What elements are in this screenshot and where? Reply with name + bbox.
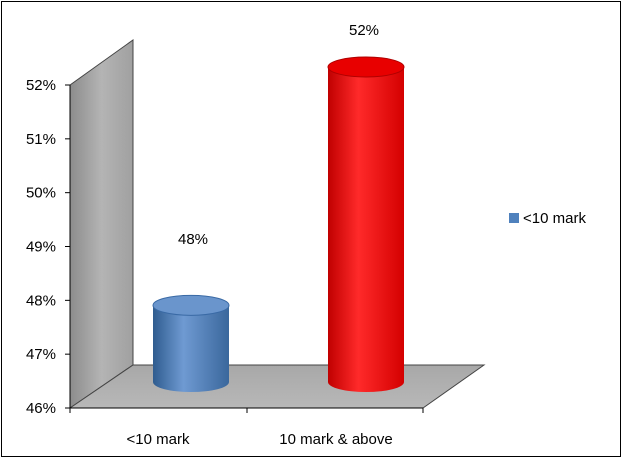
y-tick-label: 49% (26, 239, 56, 256)
data-label: 52% (349, 22, 379, 39)
y-tick-label: 51% (26, 131, 56, 148)
y-tick-label: 52% (26, 77, 56, 94)
y-tick-label: 48% (26, 292, 56, 309)
y-tick-label: 50% (26, 185, 56, 202)
bar-top (152, 294, 230, 316)
y-tick-label: 46% (26, 400, 56, 417)
y-tick-label: 47% (26, 346, 56, 363)
x-category-label: <10 mark (127, 431, 190, 448)
bar-1 (327, 56, 405, 392)
bar-series (152, 56, 405, 392)
bar-body (153, 305, 229, 392)
chart-floor (68, 364, 486, 409)
legend-swatch (509, 213, 519, 223)
legend: <10 mark (509, 210, 586, 227)
data-label: 48% (178, 231, 208, 248)
bar-top (327, 56, 405, 78)
chart-back-wall (69, 39, 134, 409)
bar-0 (152, 294, 230, 392)
data-labels: 48% 52% (178, 22, 379, 248)
bar-body (328, 67, 404, 392)
x-category-label: 10 mark & above (279, 431, 392, 448)
legend-label: <10 mark (523, 210, 586, 227)
x-axis-ticks: <10 mark 10 mark & above (69, 408, 424, 448)
y-axis-ticks: 46% 47% 48% 49% 50% 51% 52% (26, 77, 70, 417)
